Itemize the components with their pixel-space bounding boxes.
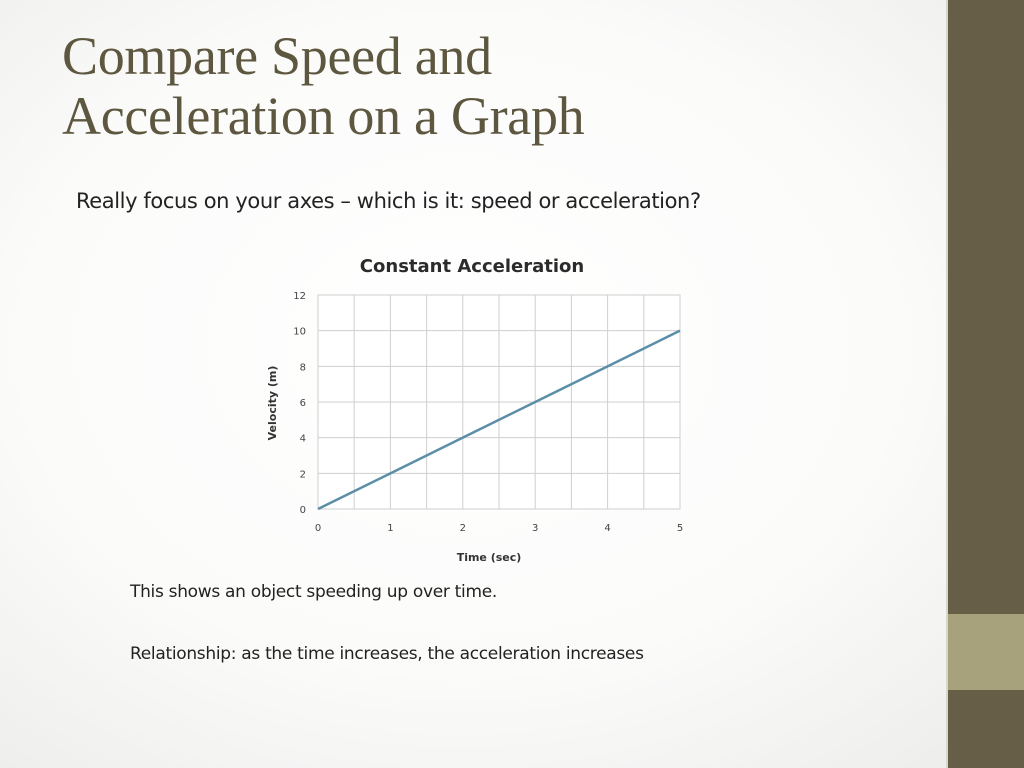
x-tick-label: 2 (460, 523, 466, 534)
y-tick-label: 0 (300, 505, 306, 516)
y-tick-label: 2 (300, 469, 306, 480)
chart-grid (317, 294, 681, 510)
x-axis-label: Time (sec) (457, 551, 522, 564)
y-tick-label: 6 (300, 398, 306, 409)
y-tick-label: 10 (293, 327, 306, 338)
sidebar-accent-block (948, 614, 1024, 690)
x-tick-label: 3 (532, 523, 538, 534)
x-tick-label: 4 (604, 523, 610, 534)
y-tick-label: 8 (300, 362, 306, 373)
chart-series (317, 329, 681, 511)
title-line-1: Compare Speed and (62, 26, 492, 86)
y-axis-label: Velocity (m) (266, 366, 279, 441)
note-relationship: Relationship: as the time increases, the… (130, 644, 644, 664)
y-tick-label: 12 (293, 291, 306, 302)
series-line (317, 329, 681, 511)
y-tick-label: 4 (300, 434, 306, 445)
x-tick-label: 5 (677, 523, 683, 534)
note-speeding-up: This shows an object speeding up over ti… (130, 582, 497, 602)
slide-title: Compare Speed and Acceleration on a Grap… (62, 26, 922, 146)
chart-title: Constant Acceleration (360, 256, 584, 277)
x-tick-label: 1 (387, 523, 393, 534)
title-line-2: Acceleration on a Graph (62, 86, 585, 146)
sidebar-edge (946, 0, 948, 768)
slide-subtitle: Really focus on your axes – which is it:… (76, 189, 701, 213)
x-tick-label: 0 (315, 523, 321, 534)
